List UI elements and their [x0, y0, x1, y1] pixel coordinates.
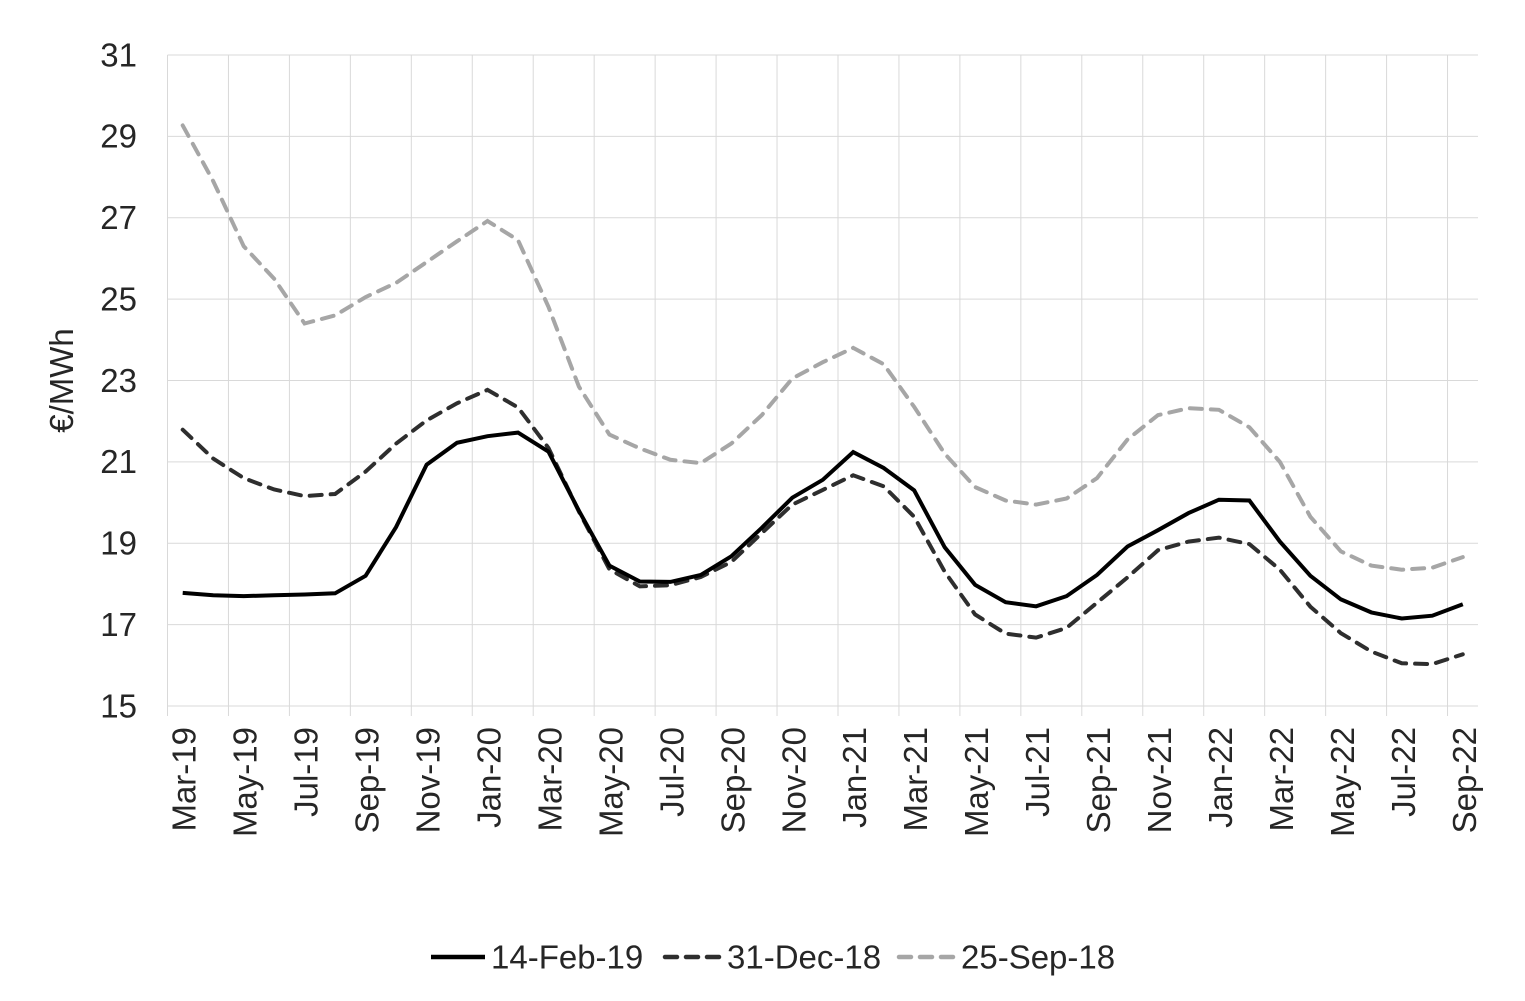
svg-text:Sep-20: Sep-20	[714, 727, 751, 833]
svg-text:Sep-22: Sep-22	[1446, 727, 1483, 833]
svg-text:Nov-19: Nov-19	[410, 727, 447, 833]
svg-text:25: 25	[100, 280, 137, 317]
svg-text:25-Sep-18: 25-Sep-18	[961, 938, 1115, 975]
svg-text:Mar-19: Mar-19	[166, 727, 203, 832]
svg-text:Mar-20: Mar-20	[532, 727, 569, 832]
svg-text:29: 29	[100, 118, 137, 155]
svg-text:Jul-22: Jul-22	[1385, 727, 1422, 817]
svg-text:Jan-22: Jan-22	[1202, 727, 1239, 828]
svg-text:27: 27	[100, 199, 137, 236]
svg-text:May-19: May-19	[227, 727, 264, 837]
svg-text:Jul-21: Jul-21	[1019, 727, 1056, 817]
svg-text:17: 17	[100, 606, 137, 643]
svg-text:May-22: May-22	[1324, 727, 1361, 837]
svg-text:23: 23	[100, 362, 137, 399]
svg-text:Jul-19: Jul-19	[288, 727, 325, 817]
svg-text:31-Dec-18: 31-Dec-18	[727, 938, 881, 975]
svg-text:Nov-20: Nov-20	[775, 727, 812, 833]
svg-text:Jan-21: Jan-21	[836, 727, 873, 828]
svg-text:Jul-20: Jul-20	[653, 727, 690, 817]
svg-text:Sep-19: Sep-19	[349, 727, 386, 833]
svg-text:21: 21	[100, 443, 137, 480]
svg-text:Sep-21: Sep-21	[1080, 727, 1117, 833]
svg-text:May-20: May-20	[592, 727, 629, 837]
svg-text:May-21: May-21	[958, 727, 995, 837]
svg-text:Mar-22: Mar-22	[1263, 727, 1300, 832]
svg-text:Nov-21: Nov-21	[1141, 727, 1178, 833]
svg-text:Jan-20: Jan-20	[471, 727, 508, 828]
svg-text:€/MWh: €/MWh	[43, 328, 80, 433]
svg-text:19: 19	[100, 525, 137, 562]
svg-text:14-Feb-19: 14-Feb-19	[491, 938, 643, 975]
svg-text:31: 31	[100, 36, 137, 73]
svg-text:15: 15	[100, 687, 137, 724]
svg-text:Mar-21: Mar-21	[897, 727, 934, 832]
